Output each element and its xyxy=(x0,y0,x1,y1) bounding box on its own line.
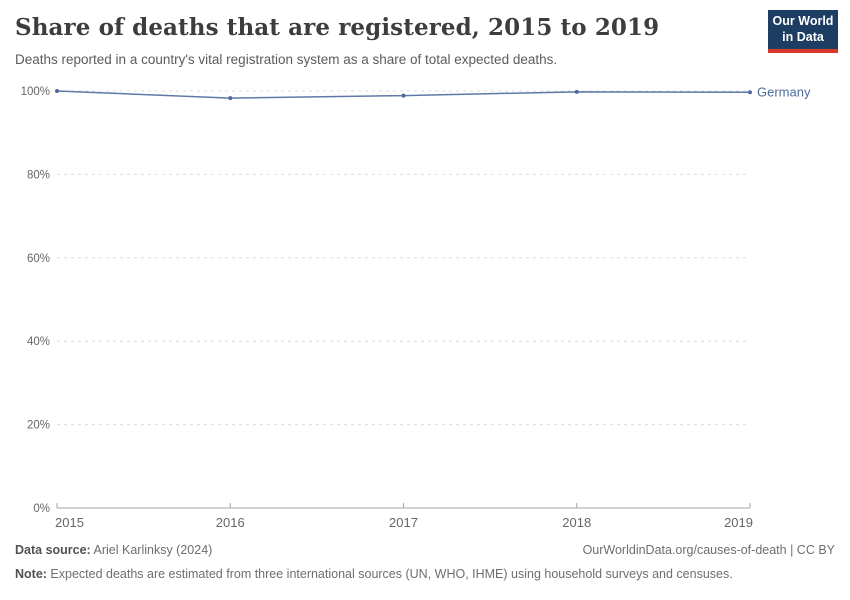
x-tick-label: 2016 xyxy=(216,515,245,530)
chart-subtitle: Deaths reported in a country's vital reg… xyxy=(15,52,558,67)
y-tick-label: 40% xyxy=(27,336,50,348)
series-label-germany[interactable]: Germany xyxy=(757,84,811,99)
note-value: Expected deaths are estimated from three… xyxy=(46,566,733,581)
x-tick-label: 2015 xyxy=(55,515,84,530)
page-title: Share of deaths that are registered, 201… xyxy=(15,14,660,41)
note-text: Note: Expected deaths are estimated from… xyxy=(15,567,733,581)
data-point[interactable] xyxy=(228,96,233,101)
line-chart[interactable]: 0% 20% 40% 60% 80% 100% 2015 2016 2017 2018 2019 Ge… xyxy=(0,80,850,540)
data-source-text: Data source: Ariel Karlinksy (2024) xyxy=(15,542,212,559)
data-point[interactable] xyxy=(748,90,752,95)
chart-footer: Data source: Ariel Karlinksy (2024) OurW… xyxy=(15,542,835,583)
owid-logo-line1: Our World xyxy=(772,13,834,28)
owid-logo-line2: in Data xyxy=(782,29,824,44)
data-source-value: Ariel Karlinksy (2024) xyxy=(90,543,213,557)
y-tick-label: 60% xyxy=(27,253,50,265)
attribution-text: OurWorldinData.org/causes-of-death | CC … xyxy=(582,543,835,557)
note-label: Note: xyxy=(15,566,47,581)
data-point[interactable] xyxy=(55,89,59,93)
x-tick-label: 2019 xyxy=(724,515,753,530)
x-tick-label: 2018 xyxy=(562,515,591,530)
y-tick-label: 100% xyxy=(21,86,50,98)
data-source-label: Data source: xyxy=(15,543,91,557)
data-point[interactable] xyxy=(401,93,406,98)
x-tick-label: 2017 xyxy=(389,515,418,530)
owid-logo[interactable]: Our World in Data xyxy=(768,10,838,53)
data-point[interactable] xyxy=(574,89,579,94)
y-tick-label: 80% xyxy=(27,169,50,181)
y-tick-label: 0% xyxy=(33,503,50,515)
y-tick-label: 20% xyxy=(27,420,50,432)
